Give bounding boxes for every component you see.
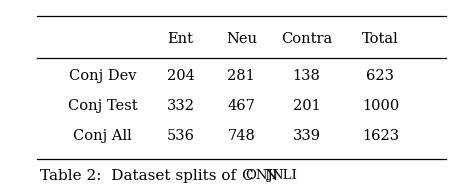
Text: 332: 332: [166, 99, 194, 113]
Text: 1000: 1000: [361, 99, 398, 113]
Text: Conj Test: Conj Test: [67, 99, 137, 113]
Text: C: C: [241, 169, 252, 183]
Text: 536: 536: [166, 129, 194, 143]
Text: Table 2:  Dataset splits of: Table 2: Dataset splits of: [40, 169, 241, 183]
Text: 281: 281: [227, 69, 255, 83]
Text: 339: 339: [292, 129, 320, 143]
Text: Conj Dev: Conj Dev: [68, 69, 136, 83]
Text: Contra: Contra: [280, 32, 331, 46]
Text: Ent: Ent: [167, 32, 193, 46]
Text: 138: 138: [292, 69, 320, 83]
Text: 748: 748: [227, 129, 255, 143]
Text: Total: Total: [361, 32, 398, 46]
Text: ONJ: ONJ: [244, 169, 272, 182]
Text: 467: 467: [227, 99, 255, 113]
Text: 204: 204: [166, 69, 194, 83]
Text: 623: 623: [366, 69, 393, 83]
Text: NLI: NLI: [270, 169, 296, 182]
Text: N: N: [263, 169, 277, 183]
Text: Neu: Neu: [225, 32, 256, 46]
Text: 1623: 1623: [361, 129, 398, 143]
Text: 201: 201: [292, 99, 320, 113]
Text: Conj All: Conj All: [73, 129, 131, 143]
